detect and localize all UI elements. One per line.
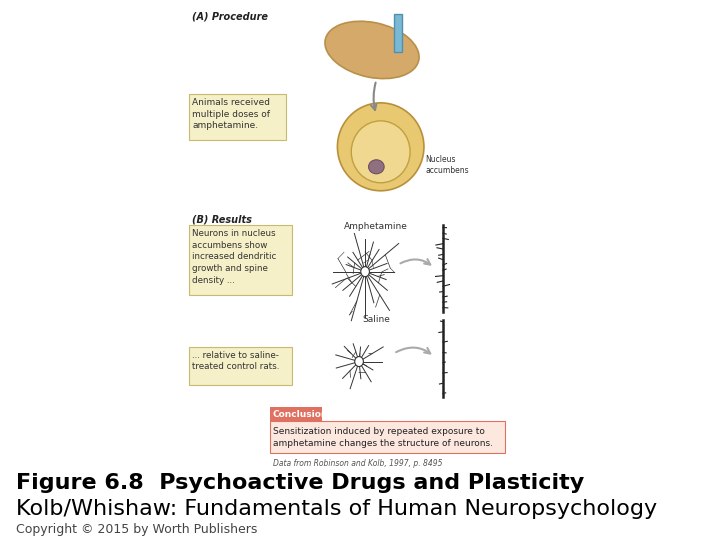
FancyBboxPatch shape (189, 94, 286, 140)
Text: Conclusion: Conclusion (273, 410, 328, 419)
Text: Animals received
multiple doses of
amphetamine.: Animals received multiple doses of amphe… (192, 98, 270, 131)
Circle shape (361, 267, 369, 276)
Text: Nucleus
accumbens: Nucleus accumbens (426, 155, 469, 175)
Ellipse shape (325, 21, 419, 79)
Bar (394, 14, 402, 52)
Text: Figure 6.8  Psychoactive Drugs and Plasticity: Figure 6.8 Psychoactive Drugs and Plasti… (16, 474, 584, 494)
Ellipse shape (338, 103, 424, 191)
Text: ... relative to saline-
treated control rats.: ... relative to saline- treated control … (192, 350, 279, 372)
Text: Saline: Saline (362, 315, 390, 323)
Bar (270, 421, 505, 454)
Text: Sensitization induced by repeated exposure to
amphetamine changes the structure : Sensitization induced by repeated exposu… (274, 427, 493, 448)
Bar (270, 408, 322, 421)
FancyBboxPatch shape (189, 225, 292, 295)
Text: (A) Procedure: (A) Procedure (192, 12, 268, 22)
Ellipse shape (351, 121, 410, 183)
Text: Copyright © 2015 by Worth Publishers: Copyright © 2015 by Worth Publishers (16, 523, 257, 536)
Text: Kolb/Whishaw: Fundamentals of Human Neuropsychology: Kolb/Whishaw: Fundamentals of Human Neur… (16, 500, 657, 519)
Text: (B) Results: (B) Results (192, 215, 252, 225)
Circle shape (355, 356, 364, 367)
Text: Neurons in nucleus
accumbens show
increased dendritic
growth and spine
density .: Neurons in nucleus accumbens show increa… (192, 229, 276, 285)
Text: Data from Robinson and Kolb, 1997, p. 8495: Data from Robinson and Kolb, 1997, p. 84… (274, 460, 443, 468)
FancyBboxPatch shape (189, 347, 292, 384)
Text: Amphetamine: Amphetamine (344, 222, 408, 231)
Ellipse shape (369, 160, 384, 174)
